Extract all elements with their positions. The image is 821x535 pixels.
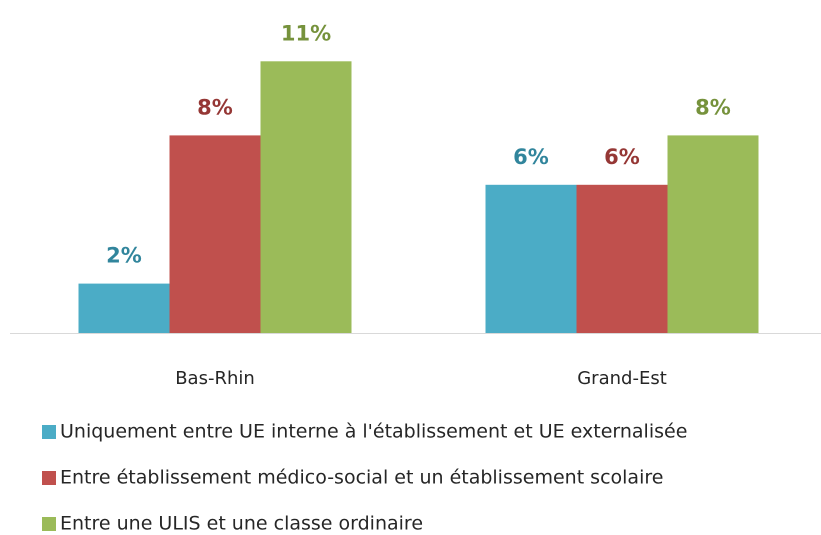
data-label: 6% xyxy=(604,145,640,169)
x-tick-label: Bas-Rhin xyxy=(175,368,255,389)
x-tick-label: Grand-Est xyxy=(577,368,667,389)
bar xyxy=(169,135,261,333)
bar xyxy=(78,283,170,333)
data-label: 8% xyxy=(197,95,233,119)
legend-label: Entre une ULIS et une classe ordinaire xyxy=(60,513,423,535)
bar xyxy=(667,135,759,333)
bar xyxy=(485,184,577,333)
legend-swatch xyxy=(42,517,56,531)
legend-label: Uniquement entre UE interne à l'établiss… xyxy=(60,421,687,443)
legend-label: Entre établissement médico-social et un … xyxy=(60,467,663,489)
legend-swatch xyxy=(42,425,56,439)
legend-swatch xyxy=(42,471,56,485)
bar xyxy=(260,61,352,334)
data-label: 8% xyxy=(695,95,731,119)
bar xyxy=(576,184,668,333)
data-label: 2% xyxy=(106,244,142,268)
data-label: 11% xyxy=(281,21,331,45)
data-label: 6% xyxy=(513,145,549,169)
